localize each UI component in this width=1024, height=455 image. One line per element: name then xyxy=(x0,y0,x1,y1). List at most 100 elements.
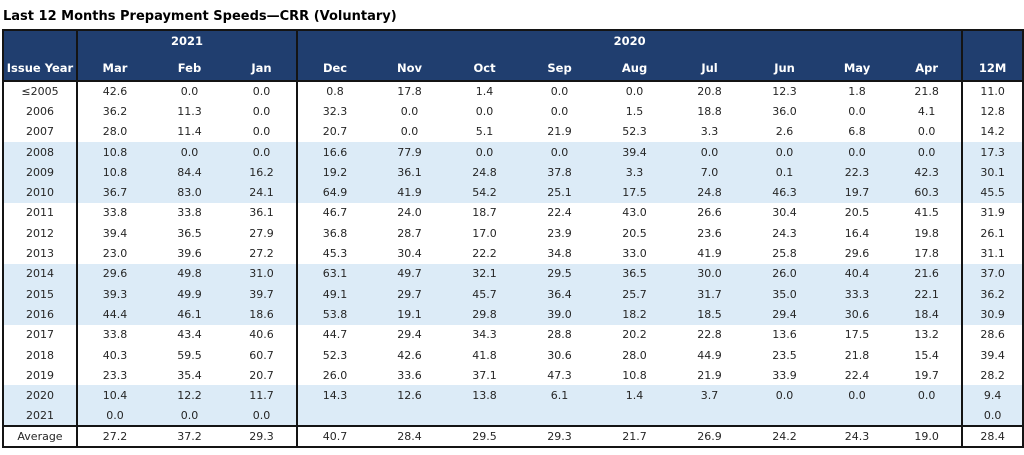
data-cell: 22.4 xyxy=(522,202,598,224)
issue-year-label: 2010 xyxy=(3,182,78,203)
month-header-may: May xyxy=(822,50,893,82)
data-cell: 77.9 xyxy=(372,141,448,163)
data-cell: 36.4 xyxy=(522,283,598,305)
table-header: 2021 2020 Issue Year Mar Feb Jan Dec Nov Oct S… xyxy=(3,30,1024,82)
data-cell: 13.6 xyxy=(747,324,823,345)
data-cell: 52.3 xyxy=(597,121,673,142)
data-cell: 26.6 xyxy=(672,202,748,224)
data-cell: 36.8 xyxy=(296,223,373,244)
data-cell: 11.7 xyxy=(227,385,298,406)
twelvem-cell: 37.0 xyxy=(961,263,1024,284)
data-cell: 41.9 xyxy=(372,182,448,203)
data-cell: 0.0 xyxy=(372,101,448,122)
twelvem-cell: 9.4 xyxy=(961,385,1024,406)
issue-year-label: 2006 xyxy=(3,101,78,122)
table-row-8: 2013 23.0 39.6 27.2 45.3 30.4 22.2 34.8 33.0 41.9… xyxy=(3,243,1024,264)
page-title: Last 12 Months Prepayment Speeds—CRR (Vo… xyxy=(3,9,397,24)
year-group-row: 2021 2020 xyxy=(3,30,1024,50)
data-cell: 37.1 xyxy=(447,365,523,386)
data-cell: 21.8 xyxy=(822,344,893,366)
data-cell: 0.0 xyxy=(227,101,298,122)
data-cell: 0.0 xyxy=(227,141,298,163)
twelvem-cell: 14.2 xyxy=(961,121,1024,142)
data-cell: 0.0 xyxy=(152,141,227,163)
data-cell: 3.7 xyxy=(672,385,748,406)
data-cell: 24.3 xyxy=(822,425,893,448)
data-cell: 20.2 xyxy=(597,324,673,345)
data-cell: 39.4 xyxy=(597,141,673,163)
data-cell: 39.4 xyxy=(77,223,152,244)
data-cell: 30.4 xyxy=(372,243,448,264)
data-cell: 21.7 xyxy=(597,425,673,448)
data-cell: 28.7 xyxy=(372,223,448,244)
data-cell: 20.5 xyxy=(822,202,893,224)
data-cell: 59.5 xyxy=(152,344,227,366)
data-cell: 16.2 xyxy=(227,162,298,183)
data-cell: 18.5 xyxy=(672,304,748,325)
data-cell: 34.3 xyxy=(447,324,523,345)
data-cell: 44.7 xyxy=(296,324,373,345)
data-cell: 52.3 xyxy=(296,344,373,366)
data-cell: 42.6 xyxy=(77,81,152,102)
table-row-15: 2020 10.4 12.2 11.7 14.3 12.6 13.8 6.1 1.4 3.7 0.0… xyxy=(3,385,1024,406)
year-group-2021: 2021 xyxy=(77,30,298,50)
data-cell: 35.4 xyxy=(152,365,227,386)
data-cell: 22.4 xyxy=(822,365,893,386)
twelvem-cell: 11.0 xyxy=(961,81,1024,102)
data-cell: 4.1 xyxy=(892,101,963,122)
data-cell xyxy=(747,405,823,427)
table-row-13: 2018 40.3 59.5 60.7 52.3 42.6 41.8 30.6 28.0 44.9… xyxy=(3,344,1024,366)
data-cell: 6.1 xyxy=(522,385,598,406)
data-cell: 25.8 xyxy=(747,243,823,264)
data-cell: 41.9 xyxy=(672,243,748,264)
data-cell: 46.7 xyxy=(296,202,373,224)
data-cell: 0.0 xyxy=(227,405,298,427)
table-row-9: 2014 29.6 49.8 31.0 63.1 49.7 32.1 29.5 36.5 30.0… xyxy=(3,263,1024,284)
data-cell: 18.4 xyxy=(892,304,963,325)
data-cell: 17.5 xyxy=(822,324,893,345)
data-cell: 40.6 xyxy=(227,324,298,345)
data-cell: 40.4 xyxy=(822,263,893,284)
data-cell: 39.3 xyxy=(77,283,152,305)
data-cell: 42.6 xyxy=(372,344,448,366)
data-cell: 0.0 xyxy=(447,101,523,122)
data-cell: 30.6 xyxy=(822,304,893,325)
table-row-5: 2010 36.7 83.0 24.1 64.9 41.9 54.2 25.1 17.5 24.8… xyxy=(3,182,1024,203)
data-cell: 23.5 xyxy=(747,344,823,366)
data-cell xyxy=(447,405,523,427)
issue-year-label: 2009 xyxy=(3,162,78,183)
issue-year-label: 2014 xyxy=(3,263,78,284)
data-cell: 16.6 xyxy=(296,141,373,163)
data-cell: 33.0 xyxy=(597,243,673,264)
data-cell: 22.1 xyxy=(892,283,963,305)
data-cell: 19.7 xyxy=(822,182,893,203)
issue-year-label: 2015 xyxy=(3,283,78,305)
data-cell: 28.0 xyxy=(77,121,152,142)
twelvem-cell: 28.4 xyxy=(961,425,1024,448)
data-cell: 42.3 xyxy=(892,162,963,183)
issue-year-label: 2018 xyxy=(3,344,78,366)
data-cell: 37.8 xyxy=(522,162,598,183)
data-cell: 49.8 xyxy=(152,263,227,284)
data-cell: 28.4 xyxy=(372,425,448,448)
issue-year-label: 2007 xyxy=(3,121,78,142)
data-cell: 17.5 xyxy=(597,182,673,203)
data-cell: 36.0 xyxy=(747,101,823,122)
data-cell: 36.5 xyxy=(152,223,227,244)
table-row-10: 2015 39.3 49.9 39.7 49.1 29.7 45.7 36.4 25.7 31.7… xyxy=(3,283,1024,305)
data-cell: 22.2 xyxy=(447,243,523,264)
data-cell: 7.0 xyxy=(672,162,748,183)
data-cell: 21.8 xyxy=(892,81,963,102)
data-cell: 33.8 xyxy=(77,202,152,224)
data-cell: 24.8 xyxy=(447,162,523,183)
data-cell: 43.0 xyxy=(597,202,673,224)
data-cell: 33.8 xyxy=(77,324,152,345)
twelvem-header: 12M xyxy=(961,50,1024,82)
data-cell: 39.0 xyxy=(522,304,598,325)
data-cell: 24.8 xyxy=(672,182,748,203)
data-cell: 16.4 xyxy=(822,223,893,244)
twelvem-cell: 26.1 xyxy=(961,223,1024,244)
data-cell: 44.9 xyxy=(672,344,748,366)
data-cell: 25.7 xyxy=(597,283,673,305)
